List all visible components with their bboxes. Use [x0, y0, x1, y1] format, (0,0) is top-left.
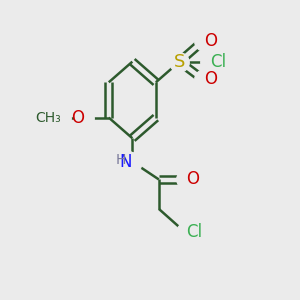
Text: Cl: Cl [186, 224, 202, 242]
Text: S: S [174, 53, 185, 71]
Text: O: O [71, 109, 84, 127]
Text: O: O [204, 32, 217, 50]
Text: Cl: Cl [210, 53, 226, 71]
Text: H: H [116, 153, 126, 167]
Text: N: N [119, 153, 132, 171]
Text: O: O [204, 70, 217, 88]
Text: O: O [186, 170, 199, 188]
Text: CH₃: CH₃ [35, 111, 61, 124]
